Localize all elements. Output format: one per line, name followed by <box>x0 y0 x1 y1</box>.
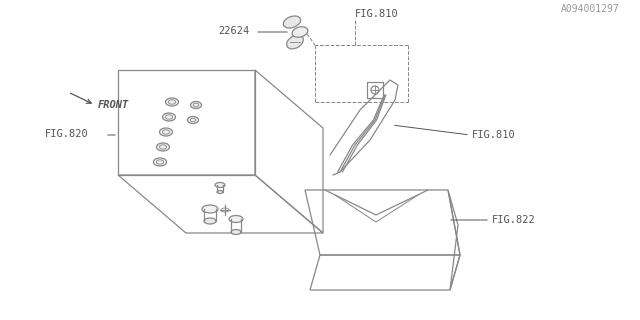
Ellipse shape <box>191 101 202 108</box>
Ellipse shape <box>292 27 308 37</box>
Ellipse shape <box>154 158 166 166</box>
Ellipse shape <box>284 16 301 28</box>
Ellipse shape <box>157 143 170 151</box>
Text: FIG.810: FIG.810 <box>355 9 399 19</box>
Text: FIG.822: FIG.822 <box>492 215 536 225</box>
Ellipse shape <box>217 190 223 194</box>
Ellipse shape <box>188 116 198 124</box>
Text: A094001297: A094001297 <box>561 4 620 14</box>
Ellipse shape <box>163 113 175 121</box>
Ellipse shape <box>204 218 216 224</box>
Ellipse shape <box>159 128 173 136</box>
Ellipse shape <box>229 215 243 222</box>
Ellipse shape <box>231 229 241 235</box>
Text: 22624: 22624 <box>218 26 249 36</box>
Ellipse shape <box>287 35 303 49</box>
Ellipse shape <box>166 98 179 106</box>
Text: FIG.810: FIG.810 <box>472 130 516 140</box>
Ellipse shape <box>215 182 225 188</box>
Ellipse shape <box>202 205 218 213</box>
Text: FRONT: FRONT <box>98 100 129 110</box>
Text: FIG.820: FIG.820 <box>45 129 89 139</box>
